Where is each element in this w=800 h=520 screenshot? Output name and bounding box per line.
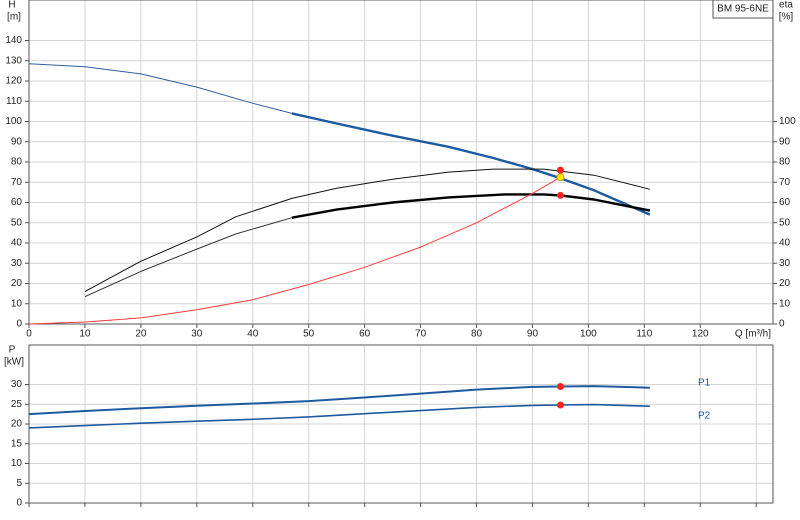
y-tick-label: 100 [5, 116, 22, 127]
x-tick-label: 40 [247, 329, 259, 340]
y-tick-label: 10 [11, 458, 23, 469]
series-label: P1 [698, 378, 711, 389]
y-tick-label: 90 [11, 136, 23, 147]
curve [84, 217, 293, 298]
y-tick-label: 140 [5, 35, 22, 46]
y2-axis-unit: [%] [779, 12, 794, 23]
y-tick-label: 5 [16, 478, 22, 489]
y-axis-unit: [m] [7, 12, 21, 23]
y-axis-unit: [kW] [4, 357, 24, 368]
x-tick-label: 0 [26, 329, 32, 340]
plot-frame [28, 344, 774, 504]
y2-tick-label: 10 [779, 298, 791, 309]
plot-frame [28, 0, 774, 325]
y2-tick-label: 20 [779, 278, 791, 289]
y2-tick-label: 30 [779, 258, 791, 269]
y-tick-label: 50 [11, 217, 23, 228]
y2-axis-label: eta [779, 0, 793, 11]
y-tick-label: 70 [11, 177, 23, 188]
y2-tick-label: 40 [779, 238, 791, 249]
y-tick-label: 0 [16, 498, 22, 509]
title-box [712, 0, 774, 19]
curve [28, 176, 561, 325]
x-tick-label: 80 [471, 329, 483, 340]
x-axis-label: Q [m³/h] [735, 329, 771, 340]
y-tick-label: 130 [5, 55, 22, 66]
y-tick-label: 120 [5, 76, 22, 87]
y-tick-label: 10 [11, 298, 23, 309]
y2-tick-label: 0 [779, 319, 785, 330]
x-tick-label: 90 [527, 329, 539, 340]
x-tick-label: 50 [303, 329, 315, 340]
y-tick-label: 20 [11, 419, 23, 430]
y-tick-label: 40 [11, 238, 23, 249]
y-tick-label: 20 [11, 278, 23, 289]
y-tick-label: 30 [11, 258, 23, 269]
x-tick-label: 70 [415, 329, 427, 340]
y2-tick-label: 90 [779, 136, 791, 147]
y2-tick-label: 70 [779, 177, 791, 188]
x-tick-label: 60 [359, 329, 371, 340]
x-tick-label: 100 [580, 329, 597, 340]
x-tick-label: 30 [191, 329, 203, 340]
curve [28, 63, 293, 114]
operating-point [556, 166, 564, 174]
x-tick-label: 10 [79, 329, 91, 340]
y-tick-label: 60 [11, 197, 23, 208]
y-axis-label: H [8, 0, 15, 11]
y2-tick-label: 50 [779, 217, 791, 228]
x-tick-label: 120 [692, 329, 709, 340]
curve [291, 112, 651, 216]
x-tick-label: 110 [636, 329, 652, 340]
curve [84, 168, 651, 293]
y-tick-label: 80 [11, 157, 23, 168]
operating-point [556, 173, 565, 182]
y-tick-label: 25 [11, 399, 23, 410]
y-tick-label: 15 [11, 438, 23, 449]
y2-tick-label: 80 [779, 157, 791, 168]
curve [291, 193, 651, 219]
series-label: P2 [698, 411, 711, 422]
y2-tick-label: 60 [779, 197, 791, 208]
chart-title: BM 95-6NE [717, 4, 769, 15]
y2-tick-label: 100 [779, 116, 796, 127]
y-axis-label: P [9, 345, 16, 356]
operating-point [556, 191, 564, 199]
x-tick-label: 20 [135, 329, 147, 340]
y-tick-label: 110 [6, 96, 22, 107]
operating-point [556, 401, 564, 409]
operating-point [556, 382, 564, 390]
y-tick-label: 0 [16, 319, 22, 330]
y-tick-label: 30 [11, 379, 23, 390]
